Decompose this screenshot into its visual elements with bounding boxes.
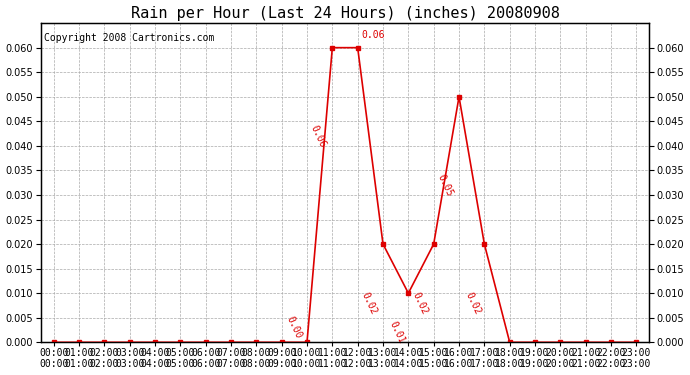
Text: Copyright 2008 Cartronics.com: Copyright 2008 Cartronics.com: [44, 33, 215, 43]
Text: 0.06: 0.06: [362, 30, 385, 40]
Text: 0.02: 0.02: [359, 290, 379, 316]
Text: 0.05: 0.05: [435, 172, 455, 198]
Text: 0.02: 0.02: [464, 290, 482, 316]
Title: Rain per Hour (Last 24 Hours) (inches) 20080908: Rain per Hour (Last 24 Hours) (inches) 2…: [130, 6, 560, 21]
Text: 0.00: 0.00: [285, 315, 304, 340]
Text: 0.01: 0.01: [388, 320, 406, 345]
Text: 0.02: 0.02: [411, 290, 429, 316]
Text: 0.06: 0.06: [309, 123, 328, 149]
